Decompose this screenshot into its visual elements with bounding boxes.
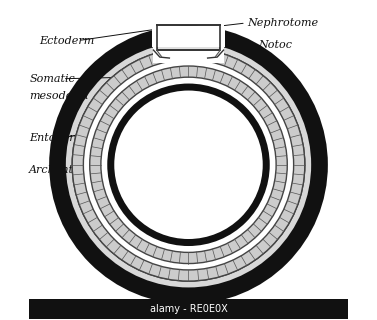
Ellipse shape	[194, 28, 211, 45]
Bar	[153, 13, 224, 63]
Circle shape	[114, 91, 263, 239]
Bar	[152, 26, 225, 47]
Ellipse shape	[185, 28, 195, 44]
Circle shape	[90, 66, 287, 264]
Circle shape	[101, 77, 276, 252]
Text: alamy - RE0E0X: alamy - RE0E0X	[150, 304, 227, 314]
Text: Notoc: Notoc	[259, 40, 293, 50]
Circle shape	[72, 49, 305, 281]
Circle shape	[83, 60, 294, 270]
FancyBboxPatch shape	[156, 25, 221, 50]
Circle shape	[66, 42, 311, 287]
Text: Nephrotome: Nephrotome	[247, 18, 319, 28]
Text: m: m	[269, 118, 280, 128]
Text: mesoderm: mesoderm	[29, 91, 89, 101]
Text: Archenteron: Archenteron	[29, 164, 100, 174]
Text: Entoderm: Entoderm	[29, 133, 85, 143]
Text: Ectoderm: Ectoderm	[39, 36, 94, 45]
Text: Somatic: Somatic	[29, 74, 75, 84]
Circle shape	[107, 84, 270, 246]
Circle shape	[72, 49, 305, 281]
Ellipse shape	[166, 27, 186, 46]
Bar	[29, 299, 348, 319]
Circle shape	[55, 31, 322, 299]
Text: Sp: Sp	[265, 104, 280, 114]
